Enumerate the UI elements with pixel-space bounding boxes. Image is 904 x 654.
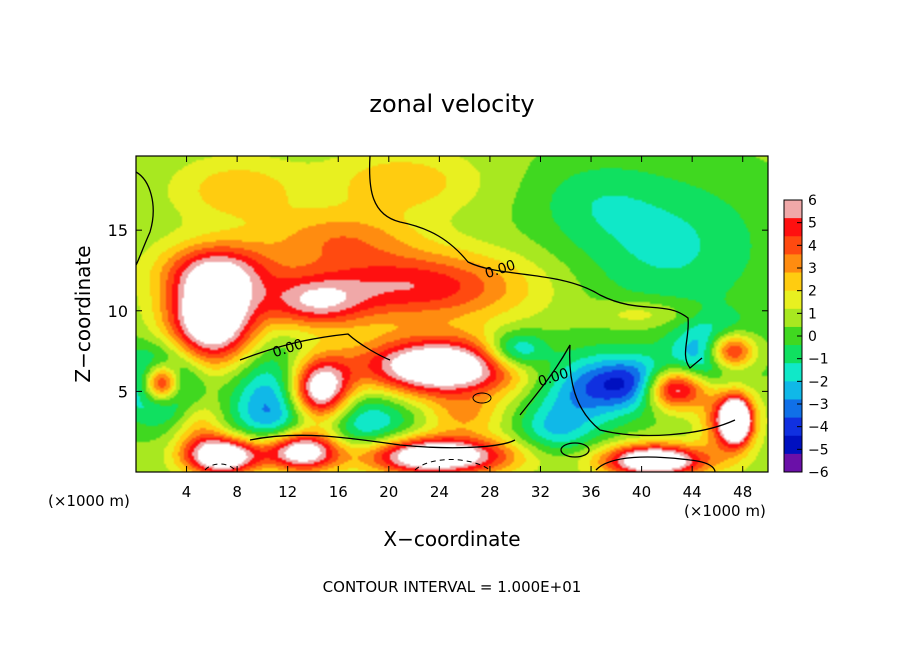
plot-background [136,156,768,472]
x-tick-label: 4 [182,483,192,501]
x-tick-label: 28 [480,483,499,501]
y-tick-label: 5 [118,382,128,401]
contour-dashed-bottom [414,459,491,471]
y-tick-label: 15 [108,221,128,240]
contour-interval-note: CONTOUR INTERVAL = 1.000E+01 [323,578,582,596]
colorbar: 6 5 4 3 2 1 0 −1 −2 −3 −4 −5 −6 [783,193,829,481]
contour-zero-lower [249,434,516,449]
x-tick-label: 48 [733,483,752,501]
colorbar-swatch [784,236,802,255]
x-tick-label: 8 [232,483,242,501]
colorbar-swatch [784,363,802,382]
colorbar-tick-label: 0 [808,329,817,345]
colorbar-swatch [784,435,802,455]
colorbar-swatch [784,272,802,292]
contour-zero-upper [368,156,703,369]
colorbar-tick-label: −4 [808,420,829,436]
x-tick-label: 44 [683,483,702,501]
contour-dashed-left [204,463,236,471]
y-tick-label: 10 [108,302,128,321]
contour-small-ring [560,442,590,458]
x-tick-label: 32 [531,483,550,501]
x-tick-label: 12 [278,483,297,501]
x-tick-label: 16 [329,483,348,501]
plot-area: 0.000.000.00 4 8 12 16 20 24 28 32 36 40 44 48 5101… [108,155,769,501]
colorbar-swatch [784,218,802,237]
x-tick-label: 20 [379,483,398,501]
x-unit-right: (×1000 m) [684,502,766,520]
colorbar-swatch [784,345,802,364]
contour-zero-left [136,171,154,266]
colorbar-tick-label: 5 [808,216,817,232]
colorbar-swatch [784,381,802,400]
colorbar-tick-label: 1 [808,306,817,322]
y-ticks: 5 10 15 [108,221,768,401]
x-unit-left: (×1000 m) [48,492,130,510]
colorbar-tick-label: −3 [808,397,829,413]
colorbar-swatch [784,417,802,437]
colorbar-swatch [784,254,802,274]
contour-neg-right [595,456,716,472]
colorbar-tick-label: 6 [808,193,817,209]
x-ticks: 4 8 12 16 20 24 28 32 36 40 44 48 [182,156,752,501]
contour-zero-center [519,344,736,437]
colorbar-tick-label: 4 [808,238,817,254]
contour-lines [136,156,736,472]
colorbar-swatch [784,200,802,219]
contour-zero-mid [239,333,391,361]
x-tick-label: 36 [581,483,600,501]
y-axis-label: Z−coordinate [71,245,95,382]
colorbar-tick-label: −1 [808,352,829,368]
colorbar-swatch [784,453,802,473]
colorbar-swatch [784,308,802,328]
colorbar-tick-label: −6 [808,465,829,481]
colorbar-tick-label: 3 [808,261,817,277]
colorbar-swatch [784,399,802,419]
colorbar-tick-label: 2 [808,284,817,300]
x-tick-label: 40 [632,483,651,501]
contour-inner-loop [472,392,492,404]
colorbar-tick-label: −2 [808,374,829,390]
x-axis-label: X−coordinate [383,527,520,551]
chart-title: zonal velocity [369,90,534,118]
plot-frame [135,155,769,473]
x-tick-label: 24 [430,483,449,501]
colorbar-swatch [784,326,802,346]
colorbar-tick-label: −5 [808,442,829,458]
colorbar-swatch [784,290,802,310]
